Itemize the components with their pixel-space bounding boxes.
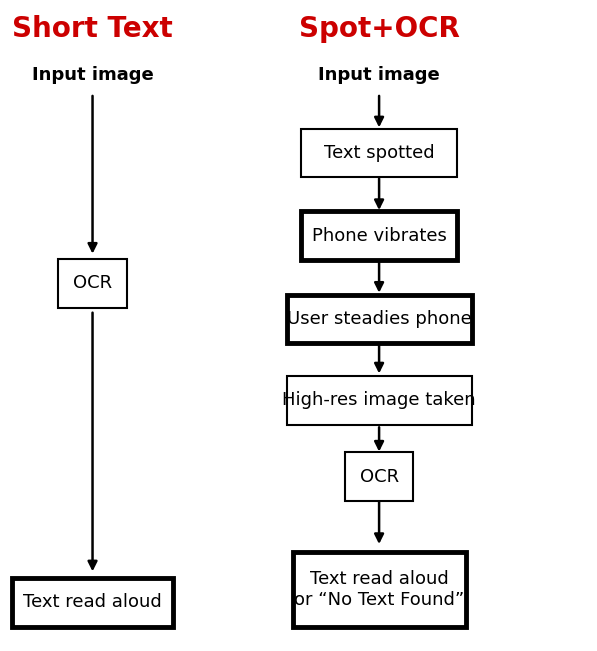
Text: Input image: Input image <box>32 66 153 84</box>
Text: Spot+OCR: Spot+OCR <box>298 15 460 44</box>
Text: OCR: OCR <box>73 274 112 292</box>
FancyBboxPatch shape <box>301 129 457 177</box>
FancyBboxPatch shape <box>287 294 472 344</box>
Text: Phone vibrates: Phone vibrates <box>312 227 447 245</box>
FancyBboxPatch shape <box>345 452 413 501</box>
Text: Text read aloud
or “No Text Found”: Text read aloud or “No Text Found” <box>294 570 464 609</box>
Text: High-res image taken: High-res image taken <box>282 391 476 409</box>
FancyBboxPatch shape <box>59 259 127 308</box>
Text: User steadies phone: User steadies phone <box>287 310 472 328</box>
Text: Short Text: Short Text <box>12 15 173 44</box>
Text: Text read aloud: Text read aloud <box>23 593 162 611</box>
FancyBboxPatch shape <box>301 211 457 260</box>
FancyBboxPatch shape <box>293 552 466 626</box>
Text: OCR: OCR <box>359 467 399 486</box>
FancyBboxPatch shape <box>287 376 472 424</box>
FancyBboxPatch shape <box>12 578 173 626</box>
Text: Text spotted: Text spotted <box>324 144 435 162</box>
Text: Input image: Input image <box>318 66 440 84</box>
